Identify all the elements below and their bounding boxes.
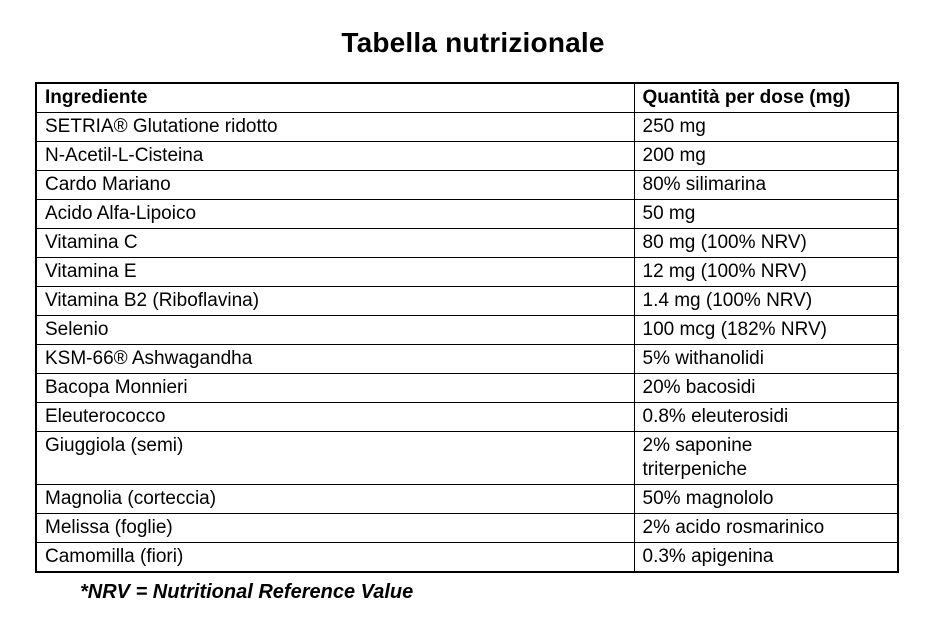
ingredient-cell: Vitamina C bbox=[35, 228, 635, 258]
quantity-cell: 0.8% eleuterosidi bbox=[633, 402, 899, 432]
ingredient-cell: Acido Alfa-Lipoico bbox=[35, 199, 635, 229]
quantity-cell: 250 mg bbox=[633, 112, 899, 142]
quantity-cell: 20% bacosidi bbox=[633, 373, 899, 403]
table-row: Camomilla (fiori) 0.3% apigenina bbox=[35, 542, 899, 573]
ingredient-cell: Selenio bbox=[35, 315, 635, 345]
ingredient-cell: Vitamina E bbox=[35, 257, 635, 287]
nutrition-table: Ingrediente Quantità per dose (mg) SETRI… bbox=[35, 82, 899, 573]
quantity-cell: 80 mg (100% NRV) bbox=[633, 228, 899, 258]
table-row: SETRIA® Glutatione ridotto 250 mg bbox=[35, 112, 899, 142]
table-row: Vitamina B2 (Riboflavina) 1.4 mg (100% NR… bbox=[35, 286, 899, 316]
quantity-cell: 200 mg bbox=[633, 141, 899, 171]
quantity-cell: 1.4 mg (100% NRV) bbox=[633, 286, 899, 316]
table-row: N-Acetil-L-Cisteina 200 mg bbox=[35, 141, 899, 171]
ingredient-cell: Melissa (foglie) bbox=[35, 513, 635, 543]
quantity-cell: 2% acido rosmarinico bbox=[633, 513, 899, 543]
column-header-ingredient: Ingrediente bbox=[35, 82, 635, 113]
ingredient-cell: KSM-66® Ashwagandha bbox=[35, 344, 635, 374]
quantity-cell: 2% saponine triterpeniche bbox=[633, 431, 899, 485]
quantity-cell: 100 mcg (182% NRV) bbox=[633, 315, 899, 345]
ingredient-cell: N-Acetil-L-Cisteina bbox=[35, 141, 635, 171]
table-row: Bacopa Monnieri 20% bacosidi bbox=[35, 373, 899, 403]
header-row: Ingrediente Quantità per dose (mg) bbox=[35, 82, 899, 113]
table-row: Vitamina C 80 mg (100% NRV) bbox=[35, 228, 899, 258]
quantity-cell: 50% magnololo bbox=[633, 484, 899, 514]
table-row: KSM-66® Ashwagandha 5% withanolidi bbox=[35, 344, 899, 374]
table-row: Acido Alfa-Lipoico 50 mg bbox=[35, 199, 899, 229]
ingredient-cell: Cardo Mariano bbox=[35, 170, 635, 200]
table-row: Eleuterococco 0.8% eleuterosidi bbox=[35, 402, 899, 432]
ingredient-cell: Bacopa Monnieri bbox=[35, 373, 635, 403]
quantity-cell: 80% silimarina bbox=[633, 170, 899, 200]
column-header-quantity: Quantità per dose (mg) bbox=[633, 82, 899, 113]
quantity-cell: 5% withanolidi bbox=[633, 344, 899, 374]
ingredient-cell: Camomilla (fiori) bbox=[35, 542, 635, 573]
nrv-footnote: *NRV = Nutritional Reference Value bbox=[80, 581, 414, 603]
table-row: Melissa (foglie) 2% acido rosmarinico bbox=[35, 513, 899, 543]
ingredient-cell: SETRIA® Glutatione ridotto bbox=[35, 112, 635, 142]
page-title: Tabella nutrizionale bbox=[341, 27, 605, 58]
table-row: Cardo Mariano 80% silimarina bbox=[35, 170, 899, 200]
table-row: Giuggiola (semi) 2% saponine triterpenich… bbox=[35, 431, 899, 485]
table-row: Selenio 100 mcg (182% NRV) bbox=[35, 315, 899, 345]
ingredient-cell: Giuggiola (semi) bbox=[35, 431, 635, 485]
table-body: SETRIA® Glutatione ridotto 250 mg N-Acetil… bbox=[35, 112, 899, 573]
ingredient-cell: Eleuterococco bbox=[35, 402, 635, 432]
table-row: Magnolia (corteccia) 50% magnololo bbox=[35, 484, 899, 514]
quantity-cell: 12 mg (100% NRV) bbox=[633, 257, 899, 287]
quantity-cell: 50 mg bbox=[633, 199, 899, 229]
table-row: Vitamina E 12 mg (100% NRV) bbox=[35, 257, 899, 287]
table-header: Ingrediente Quantità per dose (mg) bbox=[35, 82, 899, 113]
ingredient-cell: Magnolia (corteccia) bbox=[35, 484, 635, 514]
quantity-cell: 0.3% apigenina bbox=[633, 542, 899, 573]
ingredient-cell: Vitamina B2 (Riboflavina) bbox=[35, 286, 635, 316]
